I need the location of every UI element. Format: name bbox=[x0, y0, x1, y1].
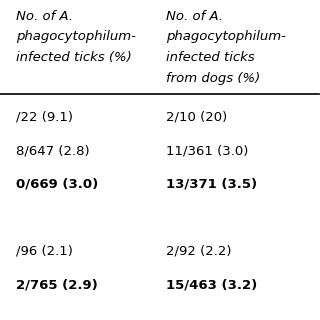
Text: phagocytophilum-: phagocytophilum- bbox=[166, 30, 286, 44]
Text: 13/371 (3.5): 13/371 (3.5) bbox=[166, 178, 257, 191]
Text: phagocytophilum-: phagocytophilum- bbox=[16, 30, 136, 44]
Text: /96 (2.1): /96 (2.1) bbox=[16, 245, 73, 258]
Text: /22 (9.1): /22 (9.1) bbox=[16, 110, 73, 124]
Text: from dogs (%): from dogs (%) bbox=[166, 72, 260, 85]
Text: 8/647 (2.8): 8/647 (2.8) bbox=[16, 144, 90, 157]
Text: 11/361 (3.0): 11/361 (3.0) bbox=[166, 144, 248, 157]
Text: infected ticks: infected ticks bbox=[166, 51, 255, 64]
Text: infected ticks (%): infected ticks (%) bbox=[16, 51, 132, 64]
Text: 2/10 (20): 2/10 (20) bbox=[166, 110, 227, 124]
Text: 15/463 (3.2): 15/463 (3.2) bbox=[166, 278, 257, 292]
Text: 2/765 (2.9): 2/765 (2.9) bbox=[16, 278, 98, 292]
Text: 0/669 (3.0): 0/669 (3.0) bbox=[16, 178, 98, 191]
Text: No. of A.: No. of A. bbox=[166, 10, 223, 23]
Text: 2/92 (2.2): 2/92 (2.2) bbox=[166, 245, 231, 258]
Text: No. of A.: No. of A. bbox=[16, 10, 73, 23]
